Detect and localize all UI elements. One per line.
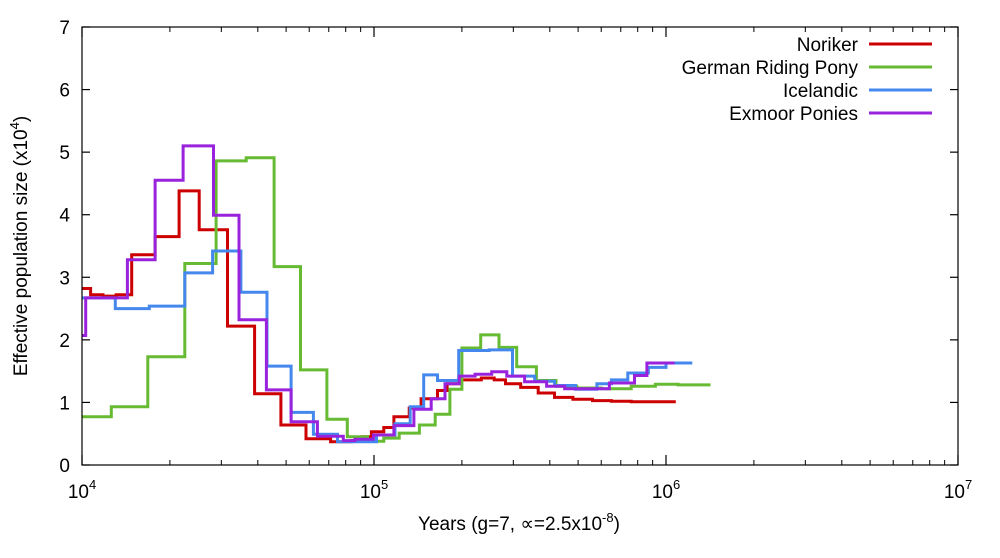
- plot-frame: [81, 26, 959, 466]
- y-tick-label: 0: [59, 456, 70, 477]
- y-tick-label: 4: [59, 206, 70, 227]
- y-tick-label: 2: [59, 331, 70, 352]
- series-layer: [82, 144, 711, 444]
- legend-label: Noriker: [797, 35, 859, 56]
- x-tick-label: 106: [652, 477, 680, 503]
- y-tick-label: 1: [59, 393, 70, 414]
- series-line-icelandic: [82, 249, 693, 444]
- y-tick-label: 3: [59, 268, 70, 289]
- x-axis-title: Years (g=7, ∝=2.5x10-8): [418, 510, 620, 535]
- y-axis-title: Effective population size (x104): [7, 116, 32, 376]
- x-tick-label: 105: [360, 477, 388, 503]
- tick-labels: 0 1 2 3 4 5 6 7 104 105 106 107: [59, 18, 972, 503]
- ticks-layer: [81, 26, 959, 466]
- series-line-german-riding-pony: [82, 156, 711, 443]
- y-tick-label: 6: [59, 81, 70, 102]
- series-line-noriker: [82, 189, 676, 444]
- series-line-exmoor-ponies: [82, 144, 675, 443]
- x-tick-label: 104: [68, 477, 96, 503]
- legend-label: Exmoor Ponies: [729, 104, 858, 125]
- y-tick-label: 5: [59, 143, 70, 164]
- legend-label: German Riding Pony: [682, 58, 859, 79]
- x-tick-label: 107: [944, 477, 972, 503]
- y-tick-label: 7: [59, 18, 70, 39]
- legend-label: Icelandic: [783, 81, 858, 102]
